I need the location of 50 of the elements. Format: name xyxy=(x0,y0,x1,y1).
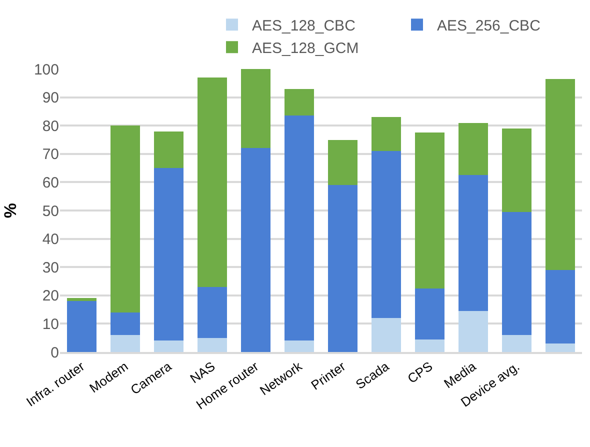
bar xyxy=(502,335,532,352)
bar xyxy=(284,116,314,341)
y-axis-title: % xyxy=(1,202,20,218)
bar xyxy=(371,318,402,352)
bar xyxy=(110,312,140,336)
x-tick-label: CPS xyxy=(404,358,436,386)
bar xyxy=(197,338,228,352)
bar xyxy=(414,288,445,340)
bar xyxy=(414,132,445,288)
y-tick-label: 80 xyxy=(42,118,59,135)
bar xyxy=(110,126,140,312)
y-tick-label: 20 xyxy=(42,288,59,305)
bar xyxy=(328,140,358,186)
y-tick-label: 0 xyxy=(50,344,59,362)
y-tick-label: 90 xyxy=(42,90,59,107)
bar xyxy=(545,344,576,352)
y-tick-label: 10 xyxy=(42,316,59,333)
bar xyxy=(502,212,532,336)
y-tick-label: 50 xyxy=(42,202,59,220)
legend-label: AES_128_CBC xyxy=(252,17,356,34)
bar xyxy=(197,286,228,338)
bar xyxy=(66,298,97,302)
bar xyxy=(240,148,271,352)
bar xyxy=(414,339,445,352)
y-tick-label: 70 xyxy=(42,146,59,164)
y-tick-label: 60 xyxy=(42,174,59,192)
bar xyxy=(154,168,184,341)
bar xyxy=(502,128,532,212)
bar xyxy=(371,117,402,152)
bar xyxy=(545,270,576,344)
y-tick-label: 30 xyxy=(42,259,59,276)
bar xyxy=(66,301,97,352)
bar xyxy=(458,310,488,352)
bar xyxy=(371,151,402,318)
y-tick-label: 100 xyxy=(34,61,59,78)
legend-label: AES_256_CBC xyxy=(437,17,541,34)
bar xyxy=(328,185,358,352)
bar xyxy=(197,77,228,287)
bar xyxy=(545,78,576,270)
legend-label: AES_128_GCM xyxy=(252,40,359,57)
bar xyxy=(154,131,184,168)
bar xyxy=(458,122,488,176)
y-tick-label: 40 xyxy=(42,231,59,248)
bar xyxy=(284,88,314,116)
bar xyxy=(458,175,488,311)
x-tick-label: NAS xyxy=(187,358,218,386)
bar xyxy=(240,69,271,148)
bar xyxy=(154,340,184,352)
bar xyxy=(284,340,314,352)
bar xyxy=(110,335,140,352)
